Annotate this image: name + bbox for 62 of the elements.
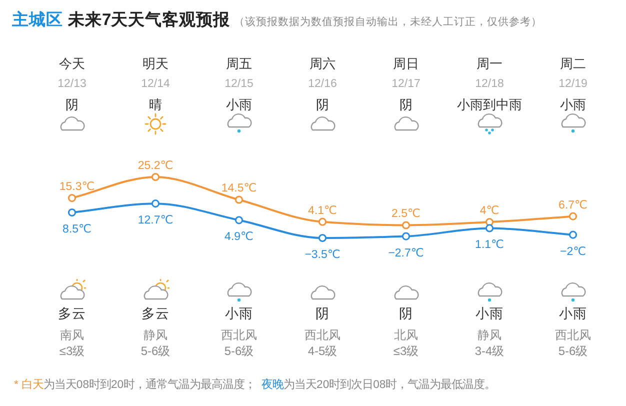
data-label: 15.3℃ (59, 181, 95, 194)
data-label: 4℃ (480, 205, 500, 218)
text: 北风 (394, 328, 418, 342)
text: 为当天08时到20时，通常气温为最高温度； (43, 378, 256, 391)
text: 多云 (142, 306, 170, 321)
x-tick-label: 今天 12/13 阴 (58, 56, 86, 112)
x-tick-label: 周六 12/16 阴 (308, 56, 337, 112)
chart-subtitle: （该预报数据为数值预报自动输出，未经人工订正，仅供参考） (234, 15, 542, 28)
point (568, 230, 578, 239)
chart-title: 主城区 未来7天天气客观预报 (11, 10, 232, 29)
text: 南风 (60, 328, 84, 342)
text: 西北风 (221, 328, 257, 342)
x-tick-label: 周二 12/19 小雨 (558, 56, 588, 112)
data-label: 4.1℃ (308, 204, 338, 217)
text: 阴 (399, 306, 413, 321)
data-label: 1.1℃ (475, 239, 504, 252)
data-label: −2℃ (560, 246, 586, 258)
data-label: −2.7℃ (388, 247, 424, 260)
text: 5-6级 (224, 344, 254, 358)
data-label: 4.9℃ (224, 231, 254, 244)
text: 4-5级 (308, 344, 338, 358)
text: 5-6级 (558, 344, 588, 358)
point (68, 208, 76, 217)
data-label: 12.7℃ (138, 214, 174, 227)
data-label: 8.5℃ (62, 223, 92, 236)
text: 西北风 (304, 328, 340, 342)
point (318, 234, 327, 242)
point (151, 172, 160, 182)
text: ≤3级 (393, 344, 419, 358)
point (485, 224, 494, 232)
point (234, 196, 244, 204)
point (568, 212, 578, 220)
text: 白天 (21, 379, 44, 391)
data-label: 6.7℃ (558, 199, 588, 212)
text: 静风 (144, 328, 168, 342)
x-tick-label: 周一 12/18 小雨到中雨 (457, 56, 522, 112)
text: 小雨 (559, 306, 587, 321)
point (402, 232, 410, 240)
text: 多云 (58, 306, 86, 321)
text: 5-6级 (140, 344, 170, 358)
point (402, 221, 410, 230)
data-label: 2.5℃ (392, 208, 421, 220)
data-label: −3.5℃ (304, 249, 340, 261)
text: * (14, 379, 19, 391)
text: ≤3级 (59, 344, 85, 358)
x-tick-label: 周日 12/17 阴 (392, 56, 420, 112)
point (318, 218, 327, 226)
point (151, 200, 160, 208)
text: 小雨 (225, 306, 253, 321)
data-label: 14.5℃ (221, 182, 257, 195)
text: 小雨 (476, 306, 504, 321)
point (234, 216, 244, 224)
text: 为当天20时到次日08时，气温为最低温度。 (284, 378, 496, 391)
text: 3-4级 (474, 344, 504, 358)
data-label: 25.2℃ (138, 160, 174, 172)
text: 静风 (478, 328, 502, 342)
text: 阴 (316, 306, 330, 321)
text: 西北风 (555, 328, 591, 342)
point (68, 194, 76, 202)
x-tick-label: 周五 12/15 小雨 (224, 56, 254, 112)
text: 夜晚 (262, 378, 284, 391)
x-tick-label: 明天 12/14 晴 (141, 56, 170, 112)
